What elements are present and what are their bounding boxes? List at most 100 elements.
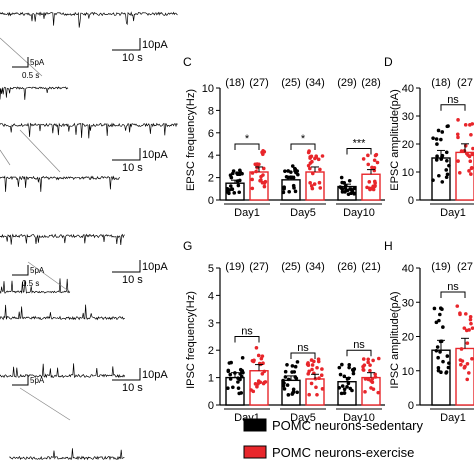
data-point	[308, 156, 312, 160]
data-point	[455, 304, 460, 308]
data-point	[432, 306, 437, 311]
y-tick-label: 40	[402, 263, 414, 275]
data-point	[340, 180, 344, 185]
data-point	[370, 165, 374, 170]
legend-label-sedentary: POMC neurons-sedentary	[272, 418, 424, 433]
data-point	[347, 362, 352, 367]
data-point	[286, 377, 291, 382]
y-tick-label: 10	[402, 167, 414, 179]
data-point	[346, 381, 351, 386]
data-point	[338, 372, 343, 377]
data-point	[373, 375, 378, 379]
data-point	[239, 374, 244, 379]
y-tick-label: 0	[208, 195, 214, 207]
data-point	[249, 388, 253, 392]
trace-4	[0, 233, 125, 246]
data-point	[437, 173, 441, 178]
data-point	[339, 175, 344, 180]
data-point	[455, 132, 460, 137]
data-point	[470, 326, 474, 330]
data-point	[339, 391, 344, 396]
data-point	[282, 185, 286, 189]
data-point	[310, 171, 315, 176]
data-point	[291, 390, 296, 394]
data-point	[373, 153, 378, 158]
data-point	[282, 387, 287, 391]
data-point	[469, 166, 474, 171]
data-point	[463, 143, 468, 148]
data-point	[308, 181, 312, 185]
data-point	[281, 190, 286, 195]
legend: POMC neurons-sedentary POMC neurons-exer…	[243, 418, 424, 460]
y-tick-label: 8	[208, 105, 214, 117]
data-point	[346, 192, 351, 197]
scale-bar-0	[112, 38, 141, 51]
data-point	[292, 186, 296, 190]
panel-d-letter: D	[384, 55, 393, 69]
data-point	[459, 362, 463, 367]
scale-bar-time-1: 0.5 s	[22, 71, 39, 80]
panel-h-letter: H	[384, 239, 393, 253]
data-point	[445, 172, 450, 177]
data-point	[457, 170, 462, 175]
data-point	[465, 341, 470, 345]
data-point	[458, 358, 463, 362]
panel-d-ylabel: EPSC amplitude(pA)	[389, 89, 401, 191]
data-point	[352, 186, 357, 191]
data-point	[434, 348, 439, 353]
data-point	[283, 369, 288, 374]
data-point	[445, 354, 450, 358]
data-point	[447, 163, 451, 168]
n-label: (29)	[337, 77, 357, 89]
data-point	[293, 189, 298, 194]
data-point	[436, 128, 441, 133]
significance-bracket	[346, 147, 372, 155]
category-label: Day5	[290, 412, 316, 424]
panel-g-letter: G	[183, 239, 192, 253]
data-point	[238, 178, 242, 183]
data-point	[313, 156, 317, 161]
n-label: (27)	[249, 77, 269, 89]
data-point	[469, 321, 473, 326]
data-point	[262, 369, 267, 374]
data-point	[435, 142, 439, 146]
scale-bar-time-5: 10 s	[122, 382, 143, 394]
n-label: (18)	[431, 77, 451, 89]
data-point	[447, 361, 451, 365]
data-point	[347, 178, 352, 183]
n-label: (27)	[249, 261, 269, 273]
panel-c: C EPSC frequency(Hz) 0 2 4 6 8 10 Day1 (18) (27)…	[183, 55, 385, 219]
y-tick-label: 0	[408, 195, 414, 207]
data-point	[340, 384, 345, 388]
data-point	[459, 149, 464, 153]
data-point	[366, 377, 371, 382]
trace-6	[0, 304, 125, 321]
data-point	[440, 130, 445, 134]
y-tick-label: 0	[208, 400, 214, 412]
data-point	[306, 372, 311, 376]
data-point	[376, 356, 381, 361]
y-tick-label: 2	[208, 173, 214, 185]
data-point	[438, 350, 442, 354]
data-point	[444, 175, 449, 180]
data-point	[361, 357, 366, 361]
data-point	[226, 386, 230, 390]
bar-day5-series-1	[305, 171, 325, 201]
y-tick-label: 10	[202, 83, 214, 95]
data-point	[236, 183, 241, 188]
data-point	[375, 160, 380, 165]
data-point	[470, 152, 474, 157]
data-point	[440, 307, 444, 312]
significance-bracket	[440, 104, 466, 111]
data-point	[446, 124, 450, 128]
data-point	[431, 136, 435, 140]
data-point	[468, 317, 473, 322]
scale-bar-time-0: 10 s	[122, 52, 143, 64]
data-point	[467, 169, 471, 173]
data-point	[434, 320, 439, 325]
data-point	[376, 390, 381, 395]
significance-label: ***	[353, 137, 367, 149]
data-point	[441, 325, 445, 329]
scale-bar-time-3: 10 s	[122, 274, 143, 286]
